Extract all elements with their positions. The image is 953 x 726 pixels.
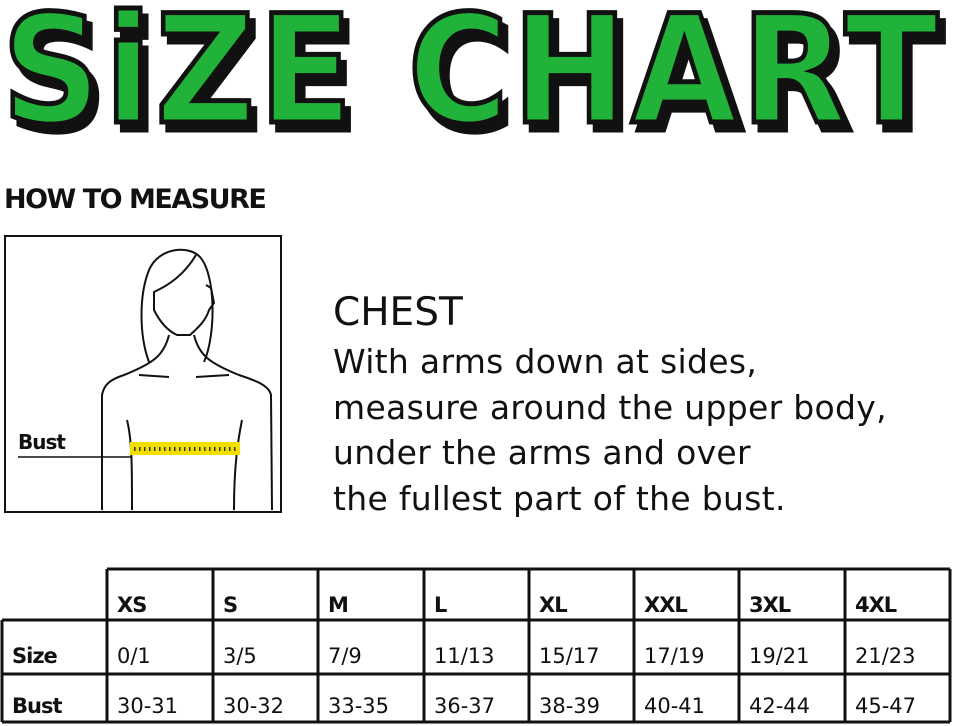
table-cell: 3/5 bbox=[223, 644, 257, 668]
row-label: Size bbox=[12, 644, 58, 668]
column-header: XXL bbox=[644, 593, 688, 617]
woman-outline-icon bbox=[101, 248, 273, 511]
column-header: XS bbox=[117, 593, 147, 617]
how-to-measure-heading: HOW TO MEASURE bbox=[4, 184, 267, 215]
column-header: L bbox=[434, 593, 447, 617]
table-cell: 30-32 bbox=[223, 694, 285, 718]
instruction-line: measure around the upper body, bbox=[333, 388, 887, 427]
size-chart-title: SiZE CHART bbox=[0, 0, 942, 142]
instruction-line: With arms down at sides, bbox=[333, 342, 758, 381]
title-text: SiZE CHART bbox=[2, 0, 942, 142]
instruction-line: under the arms and over bbox=[333, 433, 751, 472]
column-header: 4XL bbox=[855, 593, 897, 617]
table-cell: 45-47 bbox=[855, 694, 917, 718]
table-cell: 40-41 bbox=[644, 694, 706, 718]
row-label: Bust bbox=[12, 694, 62, 718]
column-header: M bbox=[328, 593, 349, 617]
table-cell: 0/1 bbox=[117, 644, 151, 668]
column-header: XL bbox=[539, 593, 568, 617]
instruction-line: the fullest part of the bust. bbox=[333, 479, 786, 518]
table-cell: 11/13 bbox=[434, 644, 495, 668]
bust-label: Bust bbox=[18, 430, 66, 454]
chest-heading: CHEST bbox=[333, 290, 463, 335]
table-cell: 15/17 bbox=[539, 644, 600, 668]
measure-figure: Bust bbox=[4, 235, 282, 513]
table-cell: 17/19 bbox=[644, 644, 705, 668]
table-cell: 7/9 bbox=[328, 644, 362, 668]
table-cell: 21/23 bbox=[855, 644, 916, 668]
table-cell: 42-44 bbox=[749, 694, 811, 718]
table-cell: 19/21 bbox=[749, 644, 810, 668]
table-cell: 36-37 bbox=[434, 694, 496, 718]
table-cell: 33-35 bbox=[328, 694, 390, 718]
table-cell: 38-39 bbox=[539, 694, 601, 718]
column-header: 3XL bbox=[749, 593, 791, 617]
column-header: S bbox=[223, 593, 238, 617]
table-cell: 30-31 bbox=[117, 694, 179, 718]
